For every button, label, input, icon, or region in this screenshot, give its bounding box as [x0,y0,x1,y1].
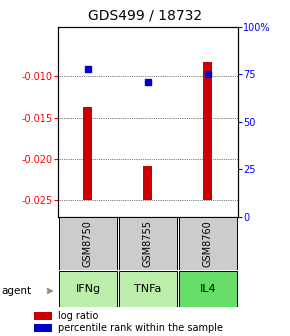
Bar [203,61,212,200]
Text: TNFa: TNFa [134,284,162,294]
Text: GSM8760: GSM8760 [203,220,213,267]
Text: IFNg: IFNg [75,284,101,294]
Bar [119,217,177,270]
Text: percentile rank within the sample: percentile rank within the sample [58,323,223,333]
Text: log ratio: log ratio [58,311,99,321]
Bar [179,217,237,270]
Text: GSM8755: GSM8755 [143,220,153,267]
Bar [84,107,93,200]
Text: GSM8750: GSM8750 [83,220,93,267]
Bar [59,217,117,270]
Bar [179,271,237,307]
Bar [119,271,177,307]
Text: agent: agent [1,286,32,296]
Bar [34,324,52,332]
Bar [143,166,153,200]
Text: GDS499 / 18732: GDS499 / 18732 [88,8,202,22]
Bar [34,312,52,320]
Bar [59,271,117,307]
Text: IL4: IL4 [200,284,216,294]
